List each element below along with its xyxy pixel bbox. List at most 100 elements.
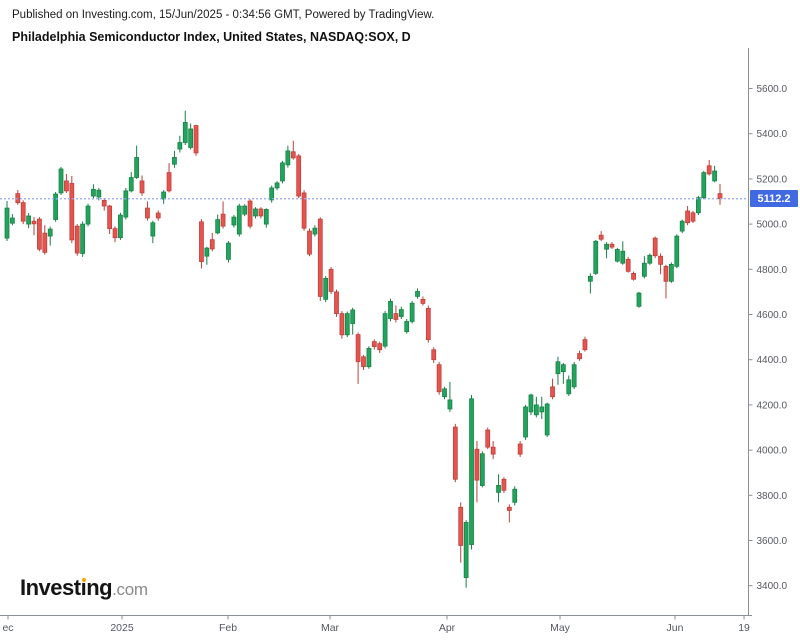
y-axis-label: 4600.0 [757, 310, 788, 321]
candle-body [209, 239, 215, 250]
candle-body [20, 202, 26, 222]
candle-body [47, 228, 53, 237]
y-axis-label: 3400.0 [757, 581, 788, 592]
candle-body [96, 189, 102, 198]
candle-body [371, 341, 377, 347]
candle-body [442, 388, 447, 398]
candle-body [274, 182, 280, 189]
candle-body [312, 227, 318, 235]
y-axis-label: 4200.0 [757, 400, 788, 411]
candle-body [544, 403, 550, 436]
candle-body [172, 157, 177, 165]
candle-body [69, 183, 75, 241]
candle-body [285, 150, 291, 166]
candle-body [701, 172, 707, 199]
candle-body [717, 193, 723, 200]
candle-body [361, 356, 366, 368]
candle-body [231, 216, 237, 226]
candle-body [582, 339, 588, 351]
candle-body [37, 218, 42, 250]
candle-body [42, 232, 48, 253]
candle-body [177, 142, 183, 150]
candle-body [118, 214, 123, 239]
x-axis-label: Apr [439, 622, 456, 634]
candle-body [26, 215, 31, 225]
page-title: Philadelphia Semiconductor Index, United… [12, 30, 411, 44]
candle-body [366, 348, 372, 368]
candle-body [166, 172, 172, 192]
candle-body [355, 334, 361, 363]
candle-body [528, 394, 534, 413]
candle-body [328, 268, 334, 292]
y-axis-label: 3800.0 [757, 491, 788, 502]
candle-body [517, 443, 523, 455]
candle-body [161, 191, 167, 200]
candle-body [242, 205, 248, 215]
candle-body [566, 379, 572, 395]
candle-body [696, 197, 701, 214]
candle-body [123, 190, 129, 218]
x-axis-label: 19 [738, 622, 750, 634]
candle-body [571, 364, 577, 388]
x-axis-label: May [550, 622, 571, 634]
candle-body [674, 235, 680, 267]
last-price-label: 5112.2 [750, 190, 798, 208]
logo-suffix: .com [112, 580, 148, 599]
y-axis-label: 5600.0 [757, 84, 788, 95]
logo-text: Investıng [20, 575, 113, 600]
candle-body [339, 313, 345, 336]
candle-body [587, 275, 593, 282]
candle-body [431, 349, 437, 361]
x-axis-label: Mar [321, 622, 340, 634]
candle-body [647, 254, 653, 264]
last-price-value: 5112.2 [757, 192, 791, 205]
candle-body [15, 193, 21, 204]
candle-body [150, 222, 156, 237]
candle-body [101, 199, 107, 207]
candle-body [74, 225, 80, 254]
candle-body [533, 404, 539, 416]
candle-body [458, 506, 464, 546]
candle-body [485, 429, 491, 448]
x-axis-label: ec [2, 622, 13, 634]
candle-body [609, 243, 615, 248]
candle-body [679, 220, 685, 232]
candle-body [112, 228, 118, 239]
candle-body [636, 292, 642, 307]
candle-body [107, 205, 113, 229]
candle-body [296, 155, 302, 197]
y-axis-label: 5400.0 [757, 129, 788, 140]
candle-body [469, 398, 474, 545]
candle-body [193, 125, 199, 154]
candle-body [263, 209, 269, 225]
x-axis-label: 2025 [110, 622, 134, 634]
candle-body [393, 313, 399, 320]
candle-body [706, 165, 712, 175]
candle-body [155, 212, 161, 219]
candle-body [496, 484, 501, 493]
candle-body [323, 277, 329, 300]
candle-body [420, 298, 426, 304]
candle-body [388, 301, 393, 319]
candle-body [598, 234, 604, 240]
candle-body [280, 162, 285, 182]
investing-logo: Investıng.com [20, 576, 148, 603]
x-axis-label: Jun [667, 622, 684, 634]
candle-body [247, 200, 253, 227]
candle-body [625, 258, 631, 272]
candle-body [658, 255, 663, 265]
candle-body [404, 321, 410, 333]
candle-body [523, 406, 528, 438]
candle-body [31, 220, 37, 225]
candle-body [215, 219, 221, 234]
candle-body [204, 247, 210, 257]
candle-body [382, 313, 388, 347]
y-axis-label: 5000.0 [757, 220, 788, 231]
candle-body [301, 192, 307, 229]
candle-body [85, 205, 91, 225]
candle-body [642, 262, 647, 277]
candle-body [226, 242, 231, 260]
candle-body [317, 218, 323, 297]
